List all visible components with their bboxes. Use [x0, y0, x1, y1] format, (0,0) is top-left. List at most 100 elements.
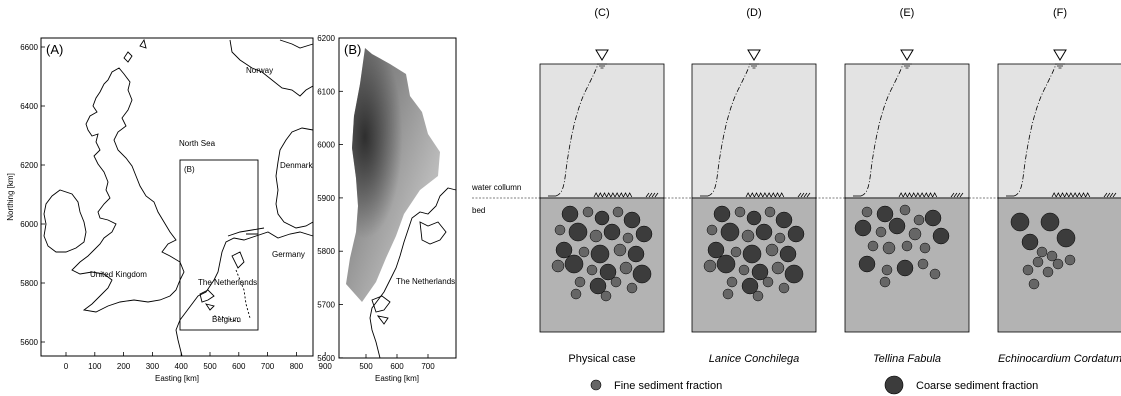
ireland-coastline: [43, 189, 87, 253]
map-b-xticks: 500 600 700: [359, 354, 435, 371]
coarse-particle: [742, 244, 762, 264]
norway-coastline: [229, 39, 314, 97]
fine-particle: [778, 282, 790, 294]
fine-particle: [582, 206, 594, 218]
coarse-particle: [589, 277, 607, 295]
continent-coastline: [175, 231, 314, 357]
fine-particle: [1032, 256, 1044, 268]
column-letter: (D): [746, 7, 761, 19]
fine-particle: [554, 224, 566, 236]
fine-particle: [765, 243, 779, 257]
coarse-particle: [751, 263, 769, 281]
coarse-particle: [1056, 228, 1076, 248]
map-b-place-netherlands: The Netherlands: [396, 277, 455, 286]
coarse-particle: [720, 222, 740, 242]
fine-particle: [734, 206, 746, 218]
denmark-coastline: [275, 127, 314, 229]
map-a-ylabel: Northing [km]: [6, 173, 15, 221]
place-belgium: Belgium: [212, 315, 241, 324]
fine-particle: [1052, 258, 1064, 270]
coarse-particle: [564, 254, 584, 274]
map-a-ytick-label: 6200: [20, 161, 38, 170]
map-a-xtick-label: 100: [88, 362, 102, 371]
map-a-xtick-label: 700: [261, 362, 275, 371]
bed-hatch: [645, 192, 659, 198]
bedform-ripples: [1051, 192, 1091, 198]
coarse-particle: [932, 227, 950, 245]
map-b-panel-label: (B): [344, 42, 361, 57]
fine-particle: [899, 204, 911, 216]
coarse-particle: [787, 225, 805, 243]
map-a-xtick-label: 400: [175, 362, 189, 371]
fine-particle: [722, 288, 734, 300]
legend-fine-label: Fine sediment fraction: [614, 380, 722, 392]
fine-particle: [771, 261, 785, 275]
map-a-xtick-label: 800: [290, 362, 304, 371]
coarse-particle: [555, 241, 573, 259]
border-lines: [213, 269, 251, 323]
column-caption: Lanice Conchilega: [709, 353, 800, 365]
coarse-particle: [779, 245, 797, 263]
water-region: [691, 63, 817, 199]
bedform-ripples: [593, 192, 633, 198]
coarse-particle: [924, 209, 942, 227]
inset-b-box: [179, 159, 259, 331]
map-a-xlabel: Easting [km]: [155, 374, 199, 383]
islands-north: [123, 38, 147, 63]
fine-particle: [574, 276, 586, 288]
fine-particle: [762, 276, 774, 288]
fine-particle: [917, 258, 929, 270]
map-a-xtick-label: 600: [232, 362, 246, 371]
map-b-ytick-label: 6100: [317, 87, 335, 96]
column-letter: (C): [594, 7, 609, 19]
map-b-ytick-label: 6200: [317, 34, 335, 43]
coarse-particle: [858, 255, 876, 273]
coarse-particle: [888, 217, 906, 235]
coarse-particle: [775, 211, 793, 229]
coarse-particle: [854, 219, 872, 237]
bed-label: bed: [472, 206, 485, 215]
map-b-ytick-label: 6000: [317, 141, 335, 150]
fine-particle: [622, 232, 634, 244]
place-netherlands: The Netherlands: [198, 278, 257, 287]
map-a-yticks: 6600 6400 6200 6000 5800 5600: [20, 43, 45, 347]
place-north-sea: North Sea: [179, 139, 216, 148]
map-b-coastline: [369, 187, 457, 359]
bathymetry-deep: [346, 48, 440, 302]
map-a-ytick-label: 5800: [20, 279, 38, 288]
map-b-xtick-label: 500: [359, 362, 373, 371]
norway-coastline-upper: [279, 39, 314, 49]
water-level-triangle-icon: [1053, 49, 1067, 61]
fine-particle: [919, 242, 931, 254]
coarse-particle: [561, 205, 579, 223]
map-b-ytick-label: 5600: [317, 354, 335, 363]
water-level-triangle-icon: [747, 49, 761, 61]
concentration-profile: [707, 63, 751, 197]
coarse-particle: [1040, 212, 1060, 232]
coarse-particle: [623, 211, 641, 229]
legend-fine-marker: [590, 379, 602, 391]
map-b-ytick-label: 5700: [317, 301, 335, 310]
coarse-particle: [635, 225, 653, 243]
uk-coastline: [71, 67, 185, 313]
bed-hatch: [797, 192, 811, 198]
map-a-ytick-label: 6000: [20, 220, 38, 229]
coarse-particle: [896, 259, 914, 277]
water-region: [539, 63, 665, 199]
water-column-label: water collumn: [471, 183, 521, 192]
ijsselmeer: [231, 251, 245, 269]
fine-particle: [752, 290, 764, 302]
fine-particle: [703, 259, 717, 273]
bed-hatch: [1103, 192, 1117, 198]
coarse-particle: [627, 245, 645, 263]
fine-particle: [600, 290, 612, 302]
bedform-ripples: [745, 192, 785, 198]
column-f: (F) Echinocardium Cordatum: [997, 7, 1121, 365]
coarse-particle: [716, 254, 736, 274]
schematic: water collumn bed (C) Physical case (D) Lan…: [471, 7, 1121, 395]
fine-particle: [586, 264, 598, 276]
fine-particle: [774, 232, 786, 244]
concentration-profile: [860, 63, 904, 197]
water-level-triangle-icon: [595, 49, 609, 61]
